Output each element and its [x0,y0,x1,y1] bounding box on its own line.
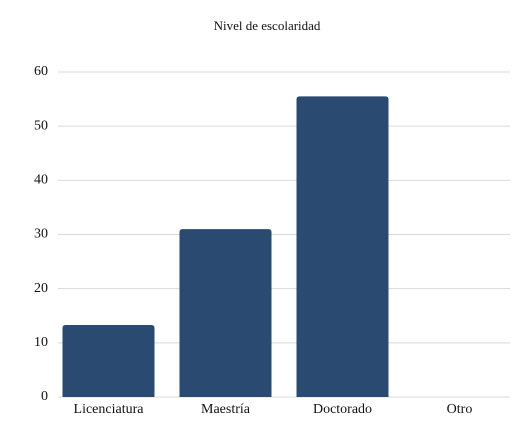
bar [62,324,155,397]
y-tick-label: 30 [34,227,48,242]
chart-title: Nivel de escolaridad [214,18,321,33]
y-tick-label: 50 [34,118,48,133]
bar [296,96,389,397]
x-tick-label: Otro [447,402,473,417]
y-tick-label: 10 [34,335,48,350]
y-tick-label: 0 [41,389,48,404]
bar [179,229,272,397]
y-tick-label: 60 [34,64,48,79]
y-tick-label: 20 [34,281,48,296]
x-tick-label: Maestría [201,402,251,417]
y-tick-label: 40 [34,173,48,188]
x-tick-label: Licenciatura [74,402,145,417]
x-tick-label: Doctorado [313,402,372,417]
